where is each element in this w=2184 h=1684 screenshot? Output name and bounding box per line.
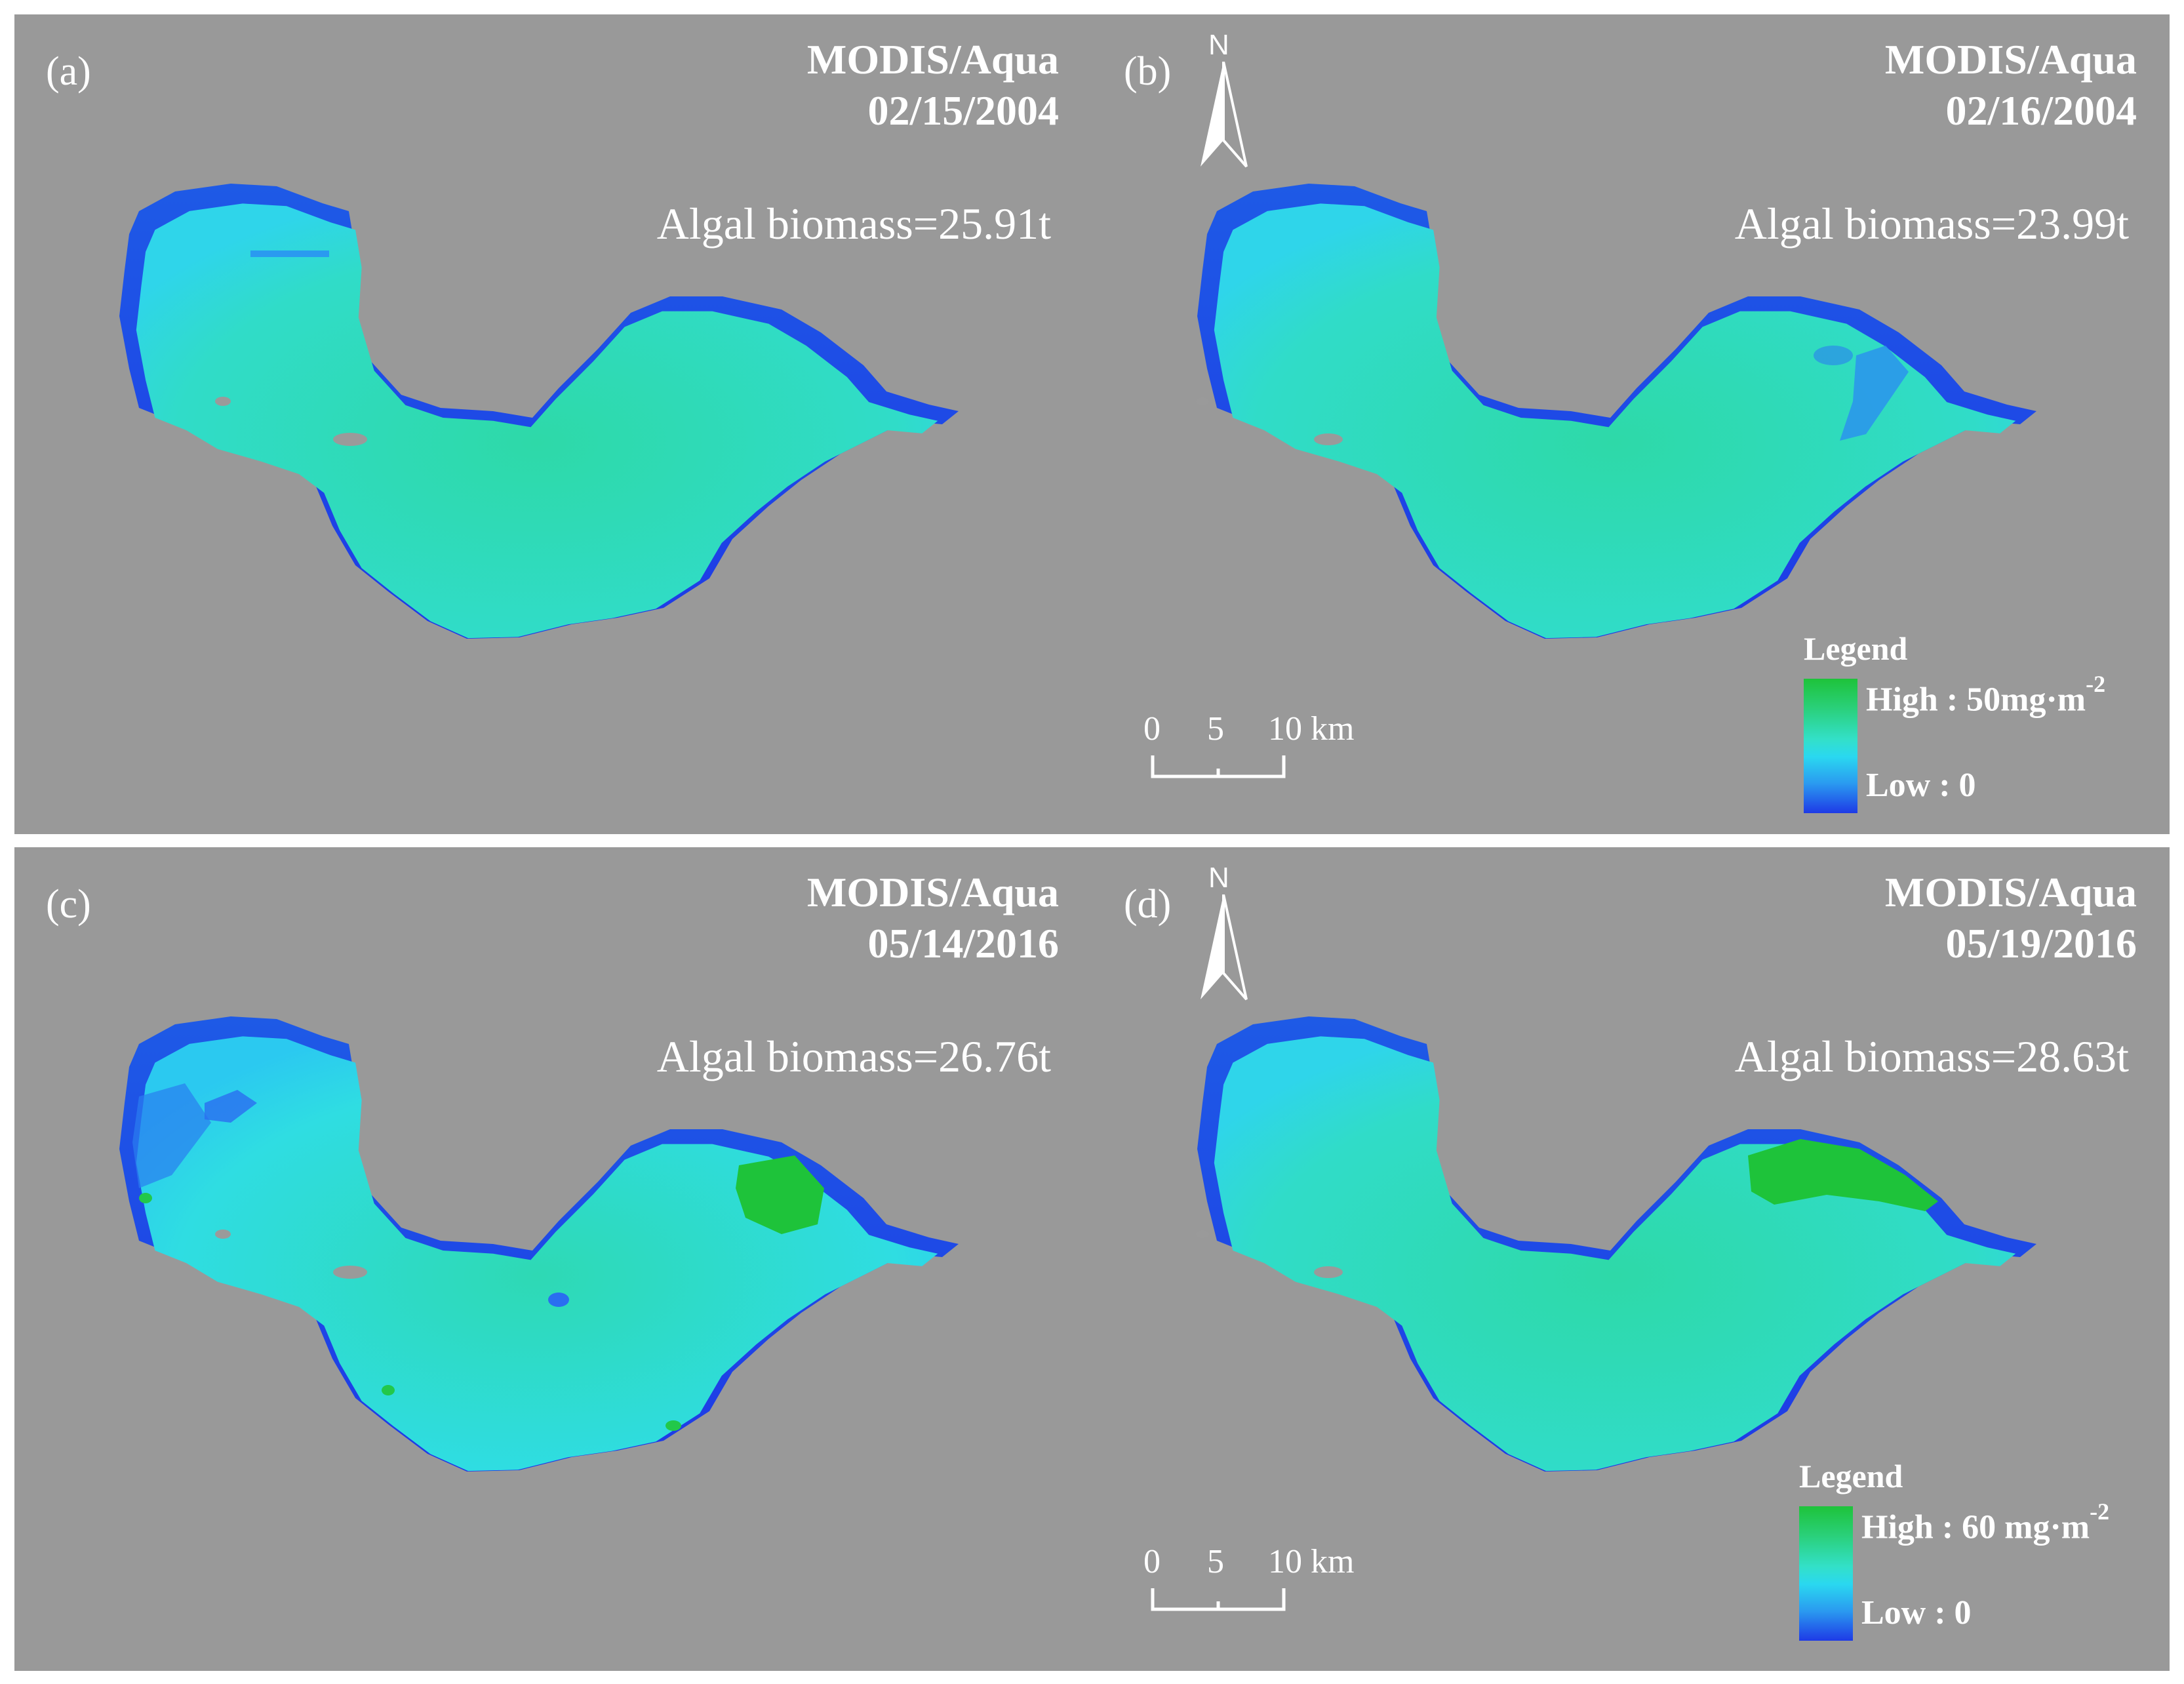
map-panel-a: (a) MODIS/Aqua 02/15/2004 Algal biomass=… xyxy=(14,14,1092,834)
lake-map-b xyxy=(1196,184,2036,639)
sensor-date-caption: MODIS/Aqua 05/19/2016 xyxy=(1885,867,2137,969)
image-date: 05/19/2016 xyxy=(1945,920,2137,967)
panel-label: (c) xyxy=(46,882,91,927)
sensor-name: MODIS/Aqua xyxy=(1884,36,2137,83)
panel-label: (a) xyxy=(46,49,91,94)
scale-tick-0: 0 xyxy=(1143,710,1161,748)
low-biomass-patch xyxy=(205,1090,257,1123)
panel-label: (d) xyxy=(1124,882,1172,927)
sensor-date-caption: MODIS/Aqua 02/16/2004 xyxy=(1885,34,2137,136)
low-biomass-patch xyxy=(132,1083,211,1188)
image-date: 02/15/2004 xyxy=(867,87,1059,134)
algal-biomass-value: Algal biomass=23.99t xyxy=(1734,199,2129,249)
lake-interior xyxy=(1214,1036,2016,1472)
high-biomass-bloom xyxy=(736,1155,824,1234)
lake-interior xyxy=(136,203,938,639)
lake-map-a xyxy=(119,184,959,639)
north-arrow-icon xyxy=(1201,62,1248,168)
legend-title: Legend xyxy=(1799,1458,1903,1494)
legend-color-ramp xyxy=(1799,1506,1853,1641)
island xyxy=(215,397,231,406)
high-biomass-bloom xyxy=(1748,1139,1938,1211)
scale-bar-line xyxy=(1151,755,1286,778)
legend-title: Legend xyxy=(1804,630,1908,667)
island xyxy=(333,433,367,446)
map-panel-d: (d) N MODIS/Aqua 05/19/2016 Algal biomas… xyxy=(1092,847,2170,1671)
island xyxy=(333,1266,367,1279)
island xyxy=(1314,1266,1343,1278)
panel-label: (b) xyxy=(1124,49,1172,94)
island xyxy=(1314,433,1343,445)
figure-row-bottom: (c) MODIS/Aqua 05/14/2016 Algal biomass=… xyxy=(14,847,2170,1671)
algal-biomass-value: Algal biomass=26.76t xyxy=(656,1032,1051,1081)
algal-biomass-value: Algal biomass=25.91t xyxy=(656,199,1051,249)
bloom-spot xyxy=(139,1193,152,1203)
scale-tick-0: 0 xyxy=(1143,1543,1161,1580)
legend-high-label: High : 50mg·m-2 xyxy=(1866,671,2106,719)
sensor-date-caption: MODIS/Aqua 05/14/2016 xyxy=(807,867,1059,969)
low-biomass-patch xyxy=(1814,346,1853,365)
lake-map-c xyxy=(119,1016,959,1472)
sensor-name: MODIS/Aqua xyxy=(806,36,1059,83)
scale-bar-line xyxy=(1151,1588,1286,1611)
legend-color-ramp xyxy=(1804,679,1857,813)
bloom-spot xyxy=(382,1385,395,1395)
image-date: 05/14/2016 xyxy=(867,920,1059,967)
scale-tick-10: 10 km xyxy=(1268,1543,1355,1580)
legend-low-label: Low : 0 xyxy=(1861,1594,1972,1632)
scale-tick-5: 5 xyxy=(1207,710,1224,748)
north-label: N xyxy=(1208,29,1229,61)
north-arrow-icon xyxy=(1201,894,1248,1001)
island xyxy=(215,1230,231,1239)
north-label: N xyxy=(1208,862,1229,894)
north-arrow: N xyxy=(1194,862,1253,1012)
lake-interior xyxy=(136,1036,938,1472)
figure-row-top: (a) MODIS/Aqua 02/15/2004 Algal biomass=… xyxy=(14,14,2170,834)
bloom-spot xyxy=(665,1420,681,1431)
lake-interior xyxy=(1214,203,2016,639)
sensor-name: MODIS/Aqua xyxy=(806,869,1059,915)
island xyxy=(1196,397,1209,405)
map-panel-c: (c) MODIS/Aqua 05/14/2016 Algal biomass=… xyxy=(14,847,1092,1671)
scale-tick-10: 10 km xyxy=(1268,710,1355,748)
north-arrow: N xyxy=(1194,29,1253,180)
low-biomass-patch xyxy=(1840,346,1909,441)
edge-strip xyxy=(250,251,329,257)
image-date: 02/16/2004 xyxy=(1945,87,2137,134)
low-biomass-spot xyxy=(548,1293,569,1307)
sensor-name: MODIS/Aqua xyxy=(1884,869,2137,915)
algal-biomass-value: Algal biomass=28.63t xyxy=(1734,1032,2129,1081)
scale-tick-5: 5 xyxy=(1207,1543,1224,1580)
legend-low-label: Low : 0 xyxy=(1866,767,1976,804)
island xyxy=(1196,1230,1209,1238)
map-panel-b: (b) N MODIS/Aqua 02/16/2004 Algal biomas… xyxy=(1092,14,2170,834)
sensor-date-caption: MODIS/Aqua 02/15/2004 xyxy=(807,34,1059,136)
legend-high-label: High : 60 mg·m-2 xyxy=(1861,1498,2110,1546)
lake-map-d xyxy=(1196,1016,2036,1472)
